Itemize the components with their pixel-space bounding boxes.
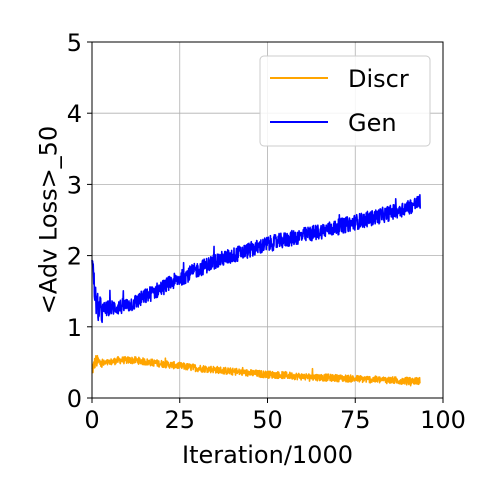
x-axis-label: Iteration/1000 (182, 441, 353, 469)
series-layer (91, 193, 421, 387)
legend-label-gen: Gen (348, 109, 397, 137)
x-tick-label: 100 (420, 406, 466, 434)
y-tick-label: 0 (67, 385, 82, 413)
y-tick-label: 4 (67, 100, 82, 128)
x-tick-label: 0 (84, 406, 99, 434)
y-tick-label: 5 (67, 29, 82, 57)
y-tick-label: 1 (67, 314, 82, 342)
y-axis-label: <Adv Loss>_50 (34, 126, 62, 314)
legend-label-discr: Discr (348, 65, 409, 93)
ticks: 0 25 50 75 100 0 1 2 3 4 5 (67, 29, 466, 434)
y-tick-label: 2 (67, 243, 82, 271)
x-tick-label: 25 (164, 406, 195, 434)
legend: Discr Gen (259, 55, 431, 147)
x-tick-label: 50 (252, 406, 283, 434)
series-line-discr (91, 354, 421, 387)
x-tick-label: 75 (340, 406, 371, 434)
y-tick-label: 3 (67, 171, 82, 199)
series-line-gen (91, 193, 421, 324)
